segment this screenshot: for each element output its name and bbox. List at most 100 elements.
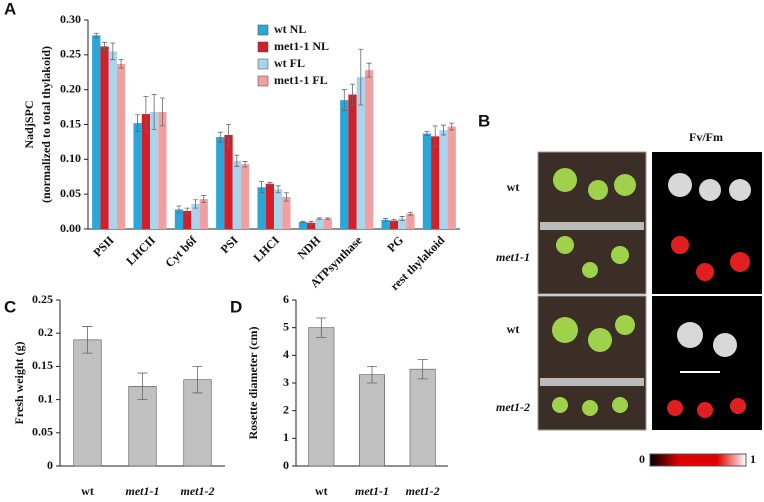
error-bar	[176, 205, 182, 214]
legend-swatch	[257, 41, 269, 53]
error-bar	[135, 114, 141, 132]
error-bar	[383, 218, 389, 222]
bar	[340, 100, 349, 229]
tray-divider	[540, 378, 644, 386]
bar	[298, 222, 308, 229]
bar	[116, 63, 126, 229]
bar	[431, 136, 440, 229]
y-tick-label: 0.15	[60, 116, 81, 130]
bar	[141, 114, 150, 229]
error-bar	[192, 199, 198, 209]
bar	[257, 187, 266, 229]
x-tick-label: met1-2	[181, 484, 215, 498]
bar	[359, 374, 385, 467]
panel-label: A	[4, 0, 16, 18]
y-tick-label: 0.15	[32, 358, 53, 372]
error-bar	[325, 217, 331, 220]
y-tick-label: 0.05	[32, 425, 53, 439]
y-axis-label: Rosette diameter (cm)	[246, 326, 260, 439]
bar	[398, 218, 407, 229]
y-tick-label: 2	[283, 402, 289, 416]
x-tick-label: PSI	[218, 233, 241, 256]
error-bar	[391, 218, 397, 223]
error-bar	[159, 97, 165, 127]
error-bar	[449, 122, 455, 131]
x-tick-label: Cyt b6f	[162, 232, 200, 270]
bar	[92, 35, 101, 230]
y-axis-label: (normalized to total thylakoid)	[39, 46, 53, 203]
bar	[406, 213, 415, 229]
legend-swatch	[257, 58, 269, 70]
legend-label: met1-1 NL	[274, 39, 329, 53]
bar	[199, 199, 208, 229]
column-title: Fv/Fm	[689, 130, 723, 144]
bar	[356, 77, 365, 229]
y-tick-label: 0	[283, 458, 289, 472]
panel-label: D	[230, 297, 242, 316]
y-tick-label: 6	[283, 292, 289, 306]
error-bar	[424, 131, 430, 137]
bar	[422, 133, 432, 229]
bar	[439, 130, 448, 229]
error-bar	[275, 185, 281, 194]
tray-divider	[540, 222, 644, 230]
x-tick-label: NDH	[295, 233, 324, 262]
error-bar	[283, 192, 289, 202]
error-bar	[110, 42, 116, 61]
error-bar	[367, 366, 377, 384]
leaves-fv	[668, 173, 751, 357]
y-tick-label: 4	[283, 347, 289, 361]
error-bar	[440, 124, 446, 136]
x-tick-label: PG	[384, 233, 406, 255]
y-tick-label: 0.05	[60, 186, 81, 200]
y-tick-label: 0.1	[38, 391, 53, 405]
bar	[150, 111, 159, 229]
x-tick-label: wt	[81, 484, 94, 498]
legend-label: wt FL	[274, 56, 305, 70]
leaves	[552, 168, 636, 416]
bar	[348, 94, 357, 229]
colorbar-max: 1	[750, 452, 756, 466]
bar	[409, 368, 436, 467]
bar	[282, 196, 291, 229]
bar	[315, 218, 324, 229]
bar	[447, 126, 456, 229]
bar	[232, 160, 241, 229]
error-bar	[151, 94, 157, 130]
error-bar	[417, 359, 428, 380]
bar	[240, 164, 250, 229]
error-bar	[93, 32, 99, 38]
plant-images	[537, 151, 762, 467]
legend-label: wt NL	[274, 22, 306, 36]
bar	[381, 219, 390, 229]
row-label: wt	[507, 180, 520, 194]
error-bar	[82, 326, 93, 354]
error-bar	[267, 181, 273, 186]
x-tick-label: wt	[315, 484, 328, 498]
y-tick-label: 3	[283, 375, 289, 389]
x-tick-label: met1-1	[126, 484, 160, 498]
error-bar	[234, 154, 240, 167]
error-bar	[407, 211, 413, 216]
bar	[183, 210, 192, 229]
bar	[323, 218, 332, 229]
x-tick-label: met1-2	[406, 484, 440, 498]
y-tick-label: 0	[47, 458, 53, 472]
bar	[274, 189, 283, 229]
error-bar	[184, 207, 190, 215]
bar	[73, 339, 102, 467]
y-axis-label: NadjSPC	[22, 100, 36, 148]
y-tick-label: 0.10	[60, 151, 81, 165]
x-tick-label: LHCII	[123, 233, 158, 268]
panel-label: C	[4, 297, 16, 316]
bar	[364, 70, 374, 229]
y-tick-label: 0.25	[32, 292, 53, 306]
y-tick-label: 0.00	[60, 221, 81, 235]
row-label: met1-2	[496, 400, 530, 414]
leaves-fv-mutant	[667, 236, 750, 418]
y-tick-label: 5	[283, 319, 289, 333]
y-tick-label: 0.25	[60, 47, 81, 61]
error-bar	[259, 181, 265, 194]
row-label: wt	[507, 322, 520, 336]
